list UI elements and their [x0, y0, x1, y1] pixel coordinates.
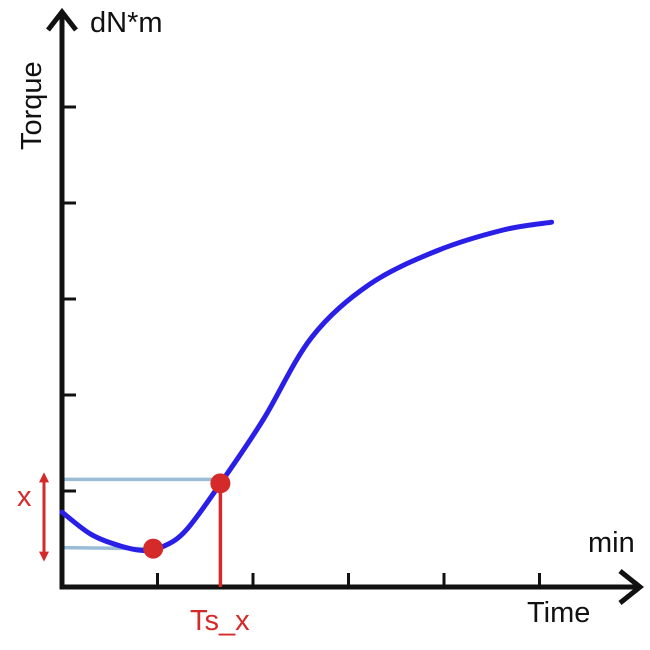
delta-x-label: x — [17, 481, 32, 513]
x-axis-label: Time — [527, 597, 590, 629]
min-torque-point — [143, 538, 164, 559]
x-unit-label: min — [588, 527, 635, 559]
y-axis-arrowhead — [46, 7, 78, 32]
x-axis-arrowhead — [618, 569, 645, 605]
y-unit-label: dN*m — [90, 7, 163, 39]
axis-ticks — [62, 105, 541, 587]
axes — [46, 7, 645, 605]
scorch-point — [210, 473, 231, 494]
scorch-time-label: Ts_x — [190, 605, 250, 637]
torque-curve — [59, 219, 555, 554]
y-axis-label: Torque — [16, 61, 48, 150]
